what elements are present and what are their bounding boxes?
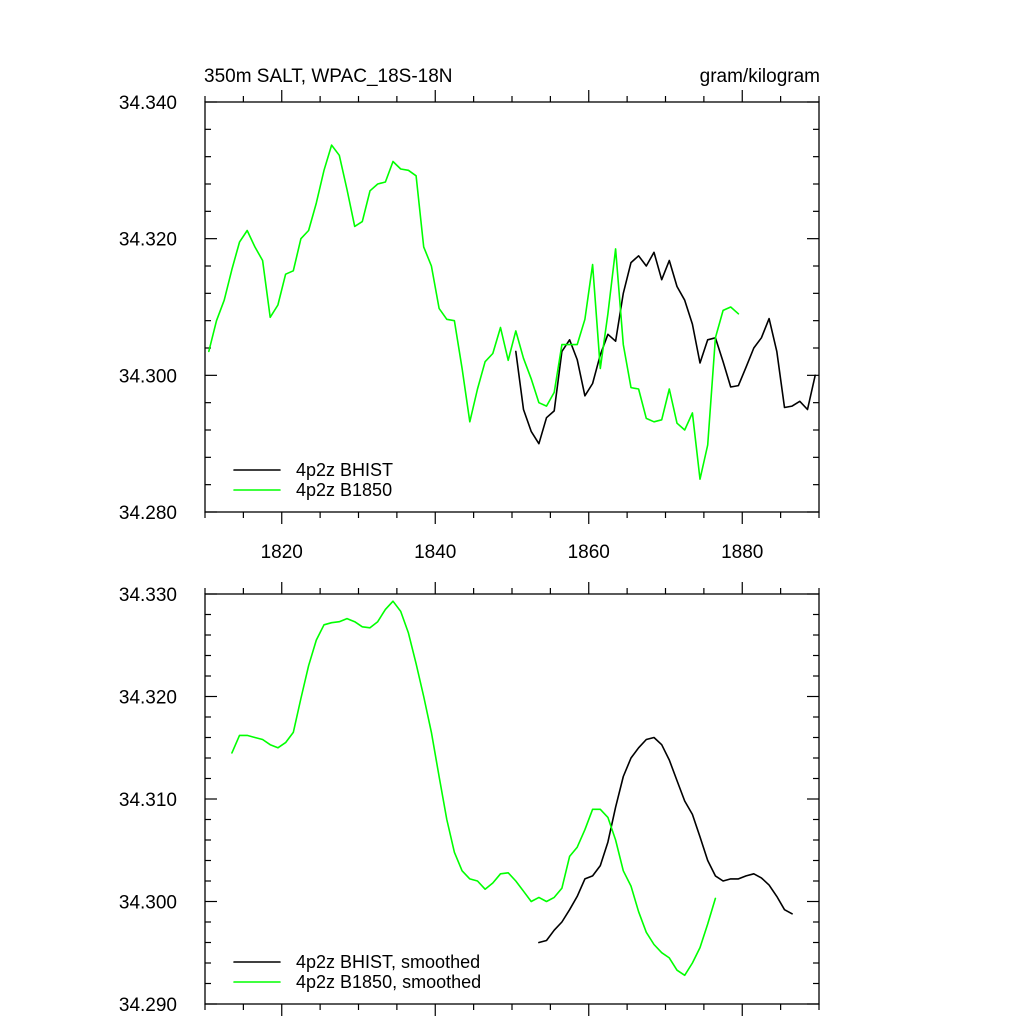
bottom-plot-frame xyxy=(204,593,820,1005)
top-panel: 350m SALT, WPAC_18S-18N gram/kilogram 34… xyxy=(119,66,820,563)
series-line-b1850 xyxy=(231,600,717,977)
top-legend: 4p2z BHIST 4p2z B1850 xyxy=(233,460,393,500)
legend-label-bhist-smoothed: 4p2z BHIST, smoothed xyxy=(296,952,480,972)
chart-title: 350m SALT, WPAC_18S-18N xyxy=(204,66,453,87)
legend-label-b1850: 4p2z B1850 xyxy=(296,480,392,500)
series-line-b1850 xyxy=(208,144,740,481)
bottom-legend: 4p2z BHIST, smoothed 4p2z B1850, smoothe… xyxy=(233,952,481,992)
y-tick-label: 34.300 xyxy=(119,893,177,914)
x-tick-label: 1860 xyxy=(568,542,610,563)
bottom-series xyxy=(231,600,793,977)
legend-label-bhist: 4p2z BHIST xyxy=(296,460,393,480)
bottom-panel: 34.290 34.300 34.310 34.320 34.330 4p2z BHIS… xyxy=(119,582,820,1016)
top-ticks: 34.280 34.300 34.320 34.340 1820 1840 1860 1880 xyxy=(119,90,820,563)
x-tick-label: 1880 xyxy=(721,542,763,563)
y-tick-label: 34.320 xyxy=(119,688,177,709)
y-tick-label: 34.310 xyxy=(119,790,177,811)
bottom-ticks: 34.290 34.300 34.310 34.320 34.330 xyxy=(119,582,820,1016)
top-series xyxy=(208,144,817,481)
y-tick-label: 34.280 xyxy=(119,503,177,524)
x-tick-label: 1820 xyxy=(261,542,303,563)
y-tick-label: 34.300 xyxy=(119,366,177,387)
y-tick-label: 34.340 xyxy=(119,93,177,114)
series-line-bhist xyxy=(514,251,817,445)
x-tick-label: 1840 xyxy=(414,542,456,563)
top-plot-frame xyxy=(204,101,820,513)
y-tick-label: 34.290 xyxy=(119,995,177,1016)
series-line-bhist xyxy=(538,736,793,944)
units-label: gram/kilogram xyxy=(700,66,820,87)
y-tick-label: 34.320 xyxy=(119,230,177,251)
legend-label-b1850-smoothed: 4p2z B1850, smoothed xyxy=(296,972,481,992)
y-tick-label: 34.330 xyxy=(119,585,177,606)
